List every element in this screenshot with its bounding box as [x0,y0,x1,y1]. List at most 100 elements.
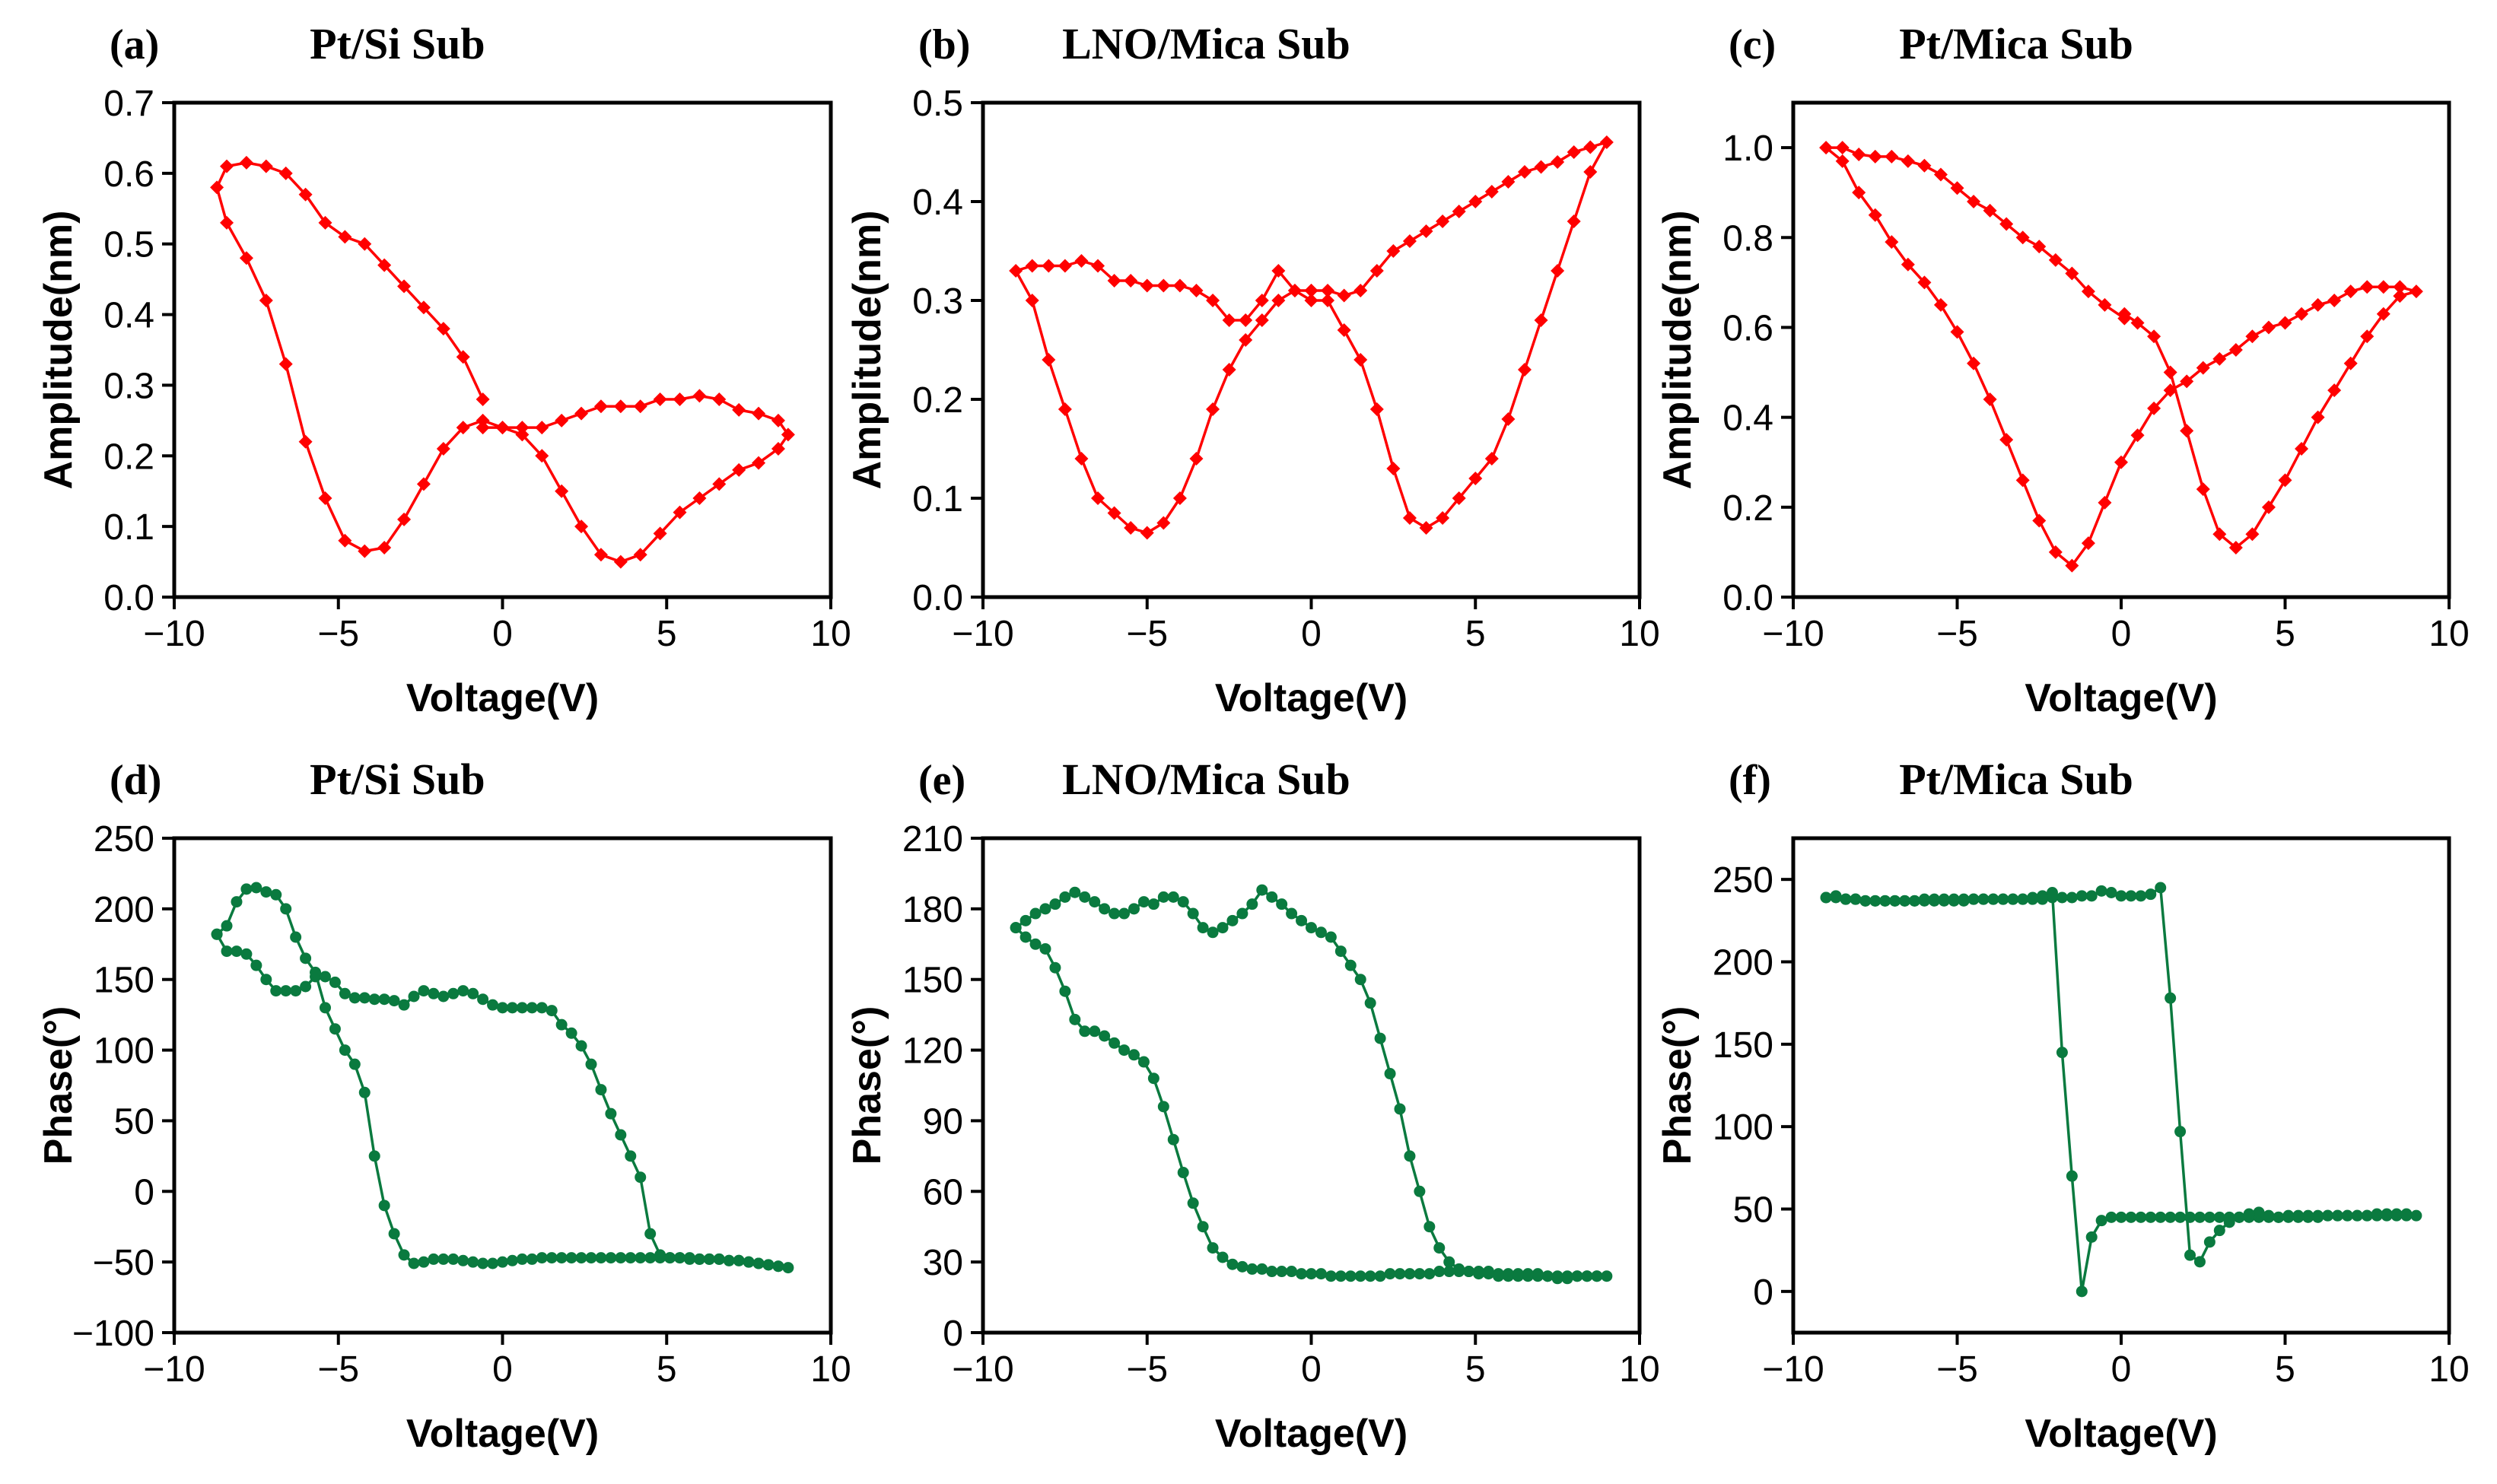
chart-5-data-point [1286,1266,1298,1278]
chart-3-data-point [2343,284,2358,299]
chart-4-data-point [398,1249,410,1261]
chart-4-data-point [270,985,282,997]
chart-3-data-point [2212,351,2227,366]
chart-5-data-point [1049,961,1061,974]
chart-5-xtick-label: 10 [1619,1349,1659,1390]
chart-4-data-point [280,903,292,915]
chart-4-data-point [555,1252,568,1264]
chart-6-data-point [2037,893,2049,905]
chart-6-panel-label: (f) [1729,757,1771,804]
chart-6-series-line [1825,886,2418,1293]
chart-1-data-point [377,258,392,272]
chart-1-data-point [456,421,470,435]
chart-3-ytick-label: 0.2 [1722,488,1773,529]
chart-1-data-point [555,413,569,427]
chart-5-data-point [1433,1242,1446,1254]
chart-5-data-point [1010,922,1022,934]
chart-2-data-point [1025,294,1039,307]
chart-1-data-point [574,520,589,534]
chart-1-data-point [298,187,313,202]
chart-2-data-point [1599,135,1614,149]
chart-4-data-point [358,992,371,1004]
chart-3-data-point [2311,410,2325,424]
chart-1-data-point [476,392,490,406]
chart-1-data-point [278,166,293,180]
chart-4-data-point [506,1002,518,1014]
chart-2-data-point [1206,402,1220,416]
chart-3-data-point [2327,294,2342,307]
chart-4-data-point [378,1200,390,1212]
chart-1-ytick-label: 0.2 [103,437,154,477]
chart-3-data-point [2065,266,2079,281]
chart-6-ytick-label: 200 [1713,943,1773,984]
chart-4-data-point [231,945,243,958]
chart-4-data-point [703,1253,715,1265]
chart-2-data-point [1551,155,1565,169]
chart-3-data-point [1852,186,1866,200]
chart-4-data-point [457,1254,469,1266]
chart-3-data-point [2360,280,2375,294]
chart-6-data-point [2046,891,2058,904]
chart-5-data-point [1394,1268,1406,1280]
chart-2-data-point [1140,526,1154,540]
chart-2-data-point [1583,165,1598,179]
chart-3-data-point [1868,149,1882,164]
chart-4-data-point [300,952,312,964]
chart-5-data-point [1089,1025,1101,1038]
chart-1-data-point [436,442,450,456]
chart-4-data-point [506,1254,518,1266]
chart-2-data-point [1534,160,1548,174]
chart-5-data-point [1414,1268,1426,1280]
chart-1-data-point [397,512,412,526]
chart-3-data-point [1901,154,1915,168]
chart-5-data-point [1207,1242,1219,1254]
chart-5-data-point [1177,896,1189,908]
chart-5-data-point [1306,1268,1317,1280]
chart-4-data-point [467,987,479,999]
chart-1-xtick-label: 0 [492,614,513,654]
chart-3-data-point [2376,307,2390,321]
chart-2-xtick-label: −10 [952,614,1013,654]
chart-6-data-point [2095,1215,2107,1227]
chart-4-xtick-label: −10 [143,1349,205,1390]
chart-3-data-point [2147,401,2161,415]
chart-3-ytick-label: 1.0 [1722,129,1773,169]
chart-6-data-point [2105,887,2117,898]
chart-5-data-point [1128,903,1140,915]
chart-5-data-point [1226,1258,1239,1270]
chart-5-xtick-label: −5 [1126,1349,1168,1390]
chart-4-series-line [215,886,790,1270]
chart-6-data-point [1908,895,1920,907]
chart-5-data-point [1137,1056,1150,1068]
chart-6-data-point [1879,895,1891,907]
chart-5-data-point [1157,1101,1169,1113]
chart-2-data-point [1304,284,1318,297]
chart-6-xtick-label: −10 [1762,1349,1824,1390]
chart-1-data-point [239,155,253,170]
chart-4-data-point [270,888,282,901]
chart-4-data-point [644,1252,657,1264]
chart-6-data-point [2085,890,2098,902]
chart-3-data-point [1950,325,1964,339]
chart-1-data-point [436,322,450,336]
chart-1-data-point [210,180,224,195]
chart-3-data-point [1819,141,1834,155]
chart-5-data-point [1118,907,1131,920]
chart-5-data-point [1256,884,1268,896]
chart-6-data-point [2331,1209,2343,1222]
chart-2-data-point [1501,412,1516,426]
chart-2-xlabel: Voltage(V) [1215,676,1408,720]
chart-3-data-point [2360,329,2375,344]
chart-5-data-point [1059,891,1071,903]
chart-4-data-point [240,948,253,960]
chart-5-data-point [1315,926,1327,939]
chart-1-xlabel: Voltage(V) [406,676,599,720]
chart-5-data-point [1079,891,1091,903]
chart-5-data-point [1423,1268,1436,1280]
chart-6-data-point [2115,890,2127,902]
chart-4-data-point [408,1257,420,1270]
chart-3-data-point [2261,500,2276,514]
chart-5-data-point [1217,922,1229,934]
chart-6-data-point [2174,1211,2187,1223]
chart-5-ytick-label: 120 [902,1031,963,1072]
